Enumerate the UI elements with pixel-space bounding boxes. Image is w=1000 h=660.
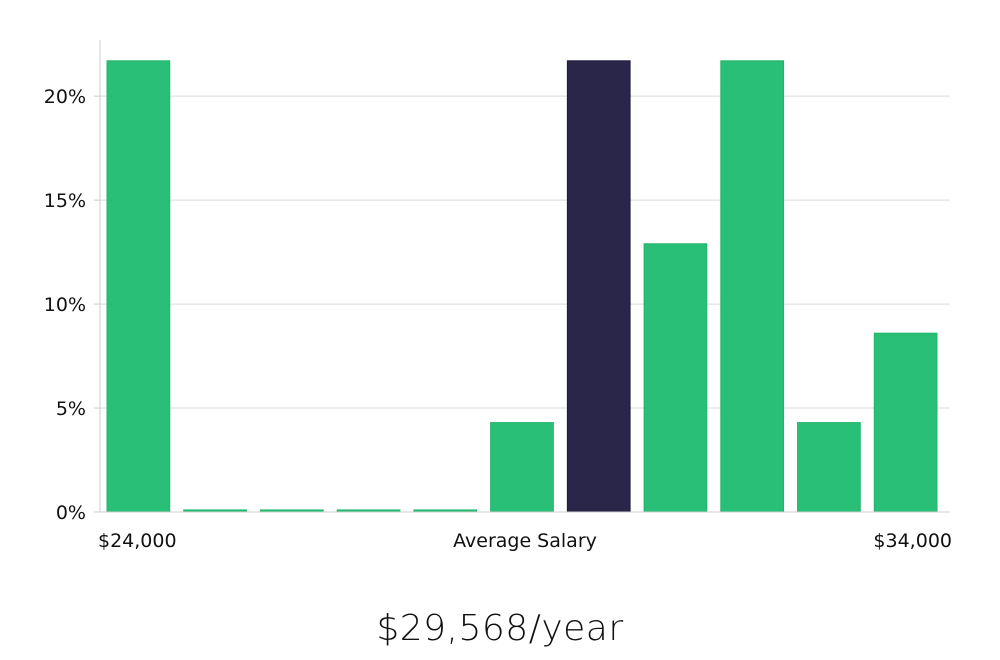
y-tick-label: 5% — [56, 398, 86, 420]
bar — [797, 422, 861, 513]
x-label-max: $34,000 — [873, 530, 952, 552]
salary-distribution-chart: 0% 5% 10% 15% 20% $24,000 Average Salary $34… — [44, 40, 952, 552]
y-tick-label: 15% — [44, 190, 86, 212]
bar-average-salary — [566, 60, 631, 513]
average-salary-caption: $29,568/year — [376, 608, 624, 649]
axes — [94, 40, 950, 513]
y-tick-labels: 0% 5% 10% 15% 20% — [44, 86, 100, 524]
bar — [873, 332, 938, 513]
y-tick-label: 20% — [44, 86, 86, 108]
x-label-min: $24,000 — [98, 530, 177, 552]
y-tick-label: 0% — [56, 502, 86, 524]
x-label-average: Average Salary — [453, 530, 597, 552]
y-tick-label: 10% — [44, 294, 86, 316]
grid-lines — [100, 95, 950, 409]
bar — [643, 243, 708, 513]
bar — [490, 422, 554, 513]
bar — [720, 60, 785, 513]
bars — [106, 60, 938, 513]
bar — [106, 60, 171, 513]
